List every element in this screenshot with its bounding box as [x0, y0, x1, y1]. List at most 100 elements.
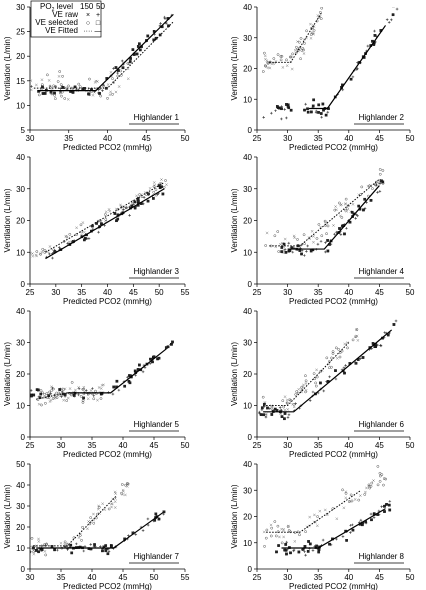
point-50-selected — [285, 552, 288, 556]
point-50-selected — [171, 340, 174, 344]
y-tick-label: 40 — [16, 481, 25, 490]
point-50-raw — [112, 67, 115, 70]
point-150-selected — [40, 403, 43, 407]
legend: PO2 level 150 50 VE raw × + VE selected ○ □ VE Fi… — [30, 0, 105, 38]
point-150-selected — [104, 213, 107, 216]
panel-label: Highlander 4 — [359, 267, 405, 276]
fit-line-150 — [269, 12, 322, 63]
point-50-raw — [349, 523, 352, 527]
x-tick-label: 30 — [283, 134, 292, 143]
legend-symbol-50: — — [95, 28, 102, 35]
point-50-selected — [154, 512, 158, 516]
point-150-selected — [273, 520, 277, 523]
point-150-selected — [99, 87, 102, 90]
point-50-raw — [355, 68, 359, 71]
x-tick-label: 45 — [150, 441, 159, 450]
point-50-selected — [280, 250, 284, 253]
point-150-raw — [97, 386, 101, 389]
point-150-raw — [283, 408, 287, 412]
point-50-raw — [82, 549, 86, 553]
point-150-selected — [355, 328, 359, 331]
y-tick-label: 20 — [16, 217, 25, 226]
point-150-raw — [92, 512, 95, 516]
point-150-raw — [302, 383, 305, 387]
point-50-selected — [266, 406, 269, 410]
point-50-raw — [319, 239, 323, 243]
point-150-raw — [296, 40, 299, 43]
x-tick-label: 35 — [88, 441, 97, 450]
point-150-raw — [62, 398, 66, 402]
y-tick-label: 10 — [16, 544, 25, 553]
point-150-selected — [376, 483, 380, 487]
point-50-selected — [270, 413, 274, 416]
point-150-selected — [45, 392, 49, 395]
point-150-selected — [368, 486, 371, 490]
point-150-selected — [343, 208, 347, 212]
point-150-selected — [109, 74, 113, 78]
point-150-selected — [376, 465, 380, 468]
point-50-selected — [105, 86, 108, 90]
point-50-selected — [283, 548, 287, 552]
point-50-raw — [308, 399, 312, 402]
point-150-selected — [44, 401, 47, 405]
point-50-raw — [120, 205, 123, 209]
point-150-raw — [121, 493, 125, 496]
point-150-raw — [113, 500, 117, 504]
point-150-raw — [318, 509, 322, 513]
point-150-raw — [109, 70, 113, 74]
point-50-selected — [154, 36, 158, 40]
point-50-selected — [319, 112, 323, 115]
point-150-selected — [334, 346, 338, 350]
y-axis-label: Ventilation (L/min) — [230, 484, 239, 548]
fit-line-150 — [266, 489, 362, 533]
point-50-selected — [93, 543, 96, 546]
point-150-raw — [290, 67, 294, 71]
y-tick-label: 20 — [243, 217, 252, 226]
point-150-raw — [278, 535, 281, 539]
point-50-raw — [345, 226, 348, 230]
point-150-raw — [323, 508, 327, 512]
y-tick-label: 25 — [16, 28, 25, 37]
y-tick-label: 30 — [16, 185, 25, 194]
point-150-raw — [304, 388, 308, 392]
point-50-raw — [280, 117, 283, 121]
point-150-selected — [286, 525, 290, 528]
point-50-raw — [53, 393, 57, 397]
point-150-raw — [126, 77, 130, 81]
point-150-raw — [52, 397, 56, 400]
point-50-raw — [134, 533, 138, 536]
point-150-selected — [378, 172, 382, 176]
point-150-raw — [40, 78, 44, 82]
point-150-selected — [314, 381, 317, 385]
point-150-selected — [61, 74, 64, 78]
point-50-raw — [303, 254, 306, 257]
point-150-raw — [30, 79, 33, 83]
point-150-selected — [320, 234, 324, 238]
point-50-raw — [291, 250, 295, 254]
legend-symbol-50: □ — [96, 20, 101, 27]
y-tick-label: 30 — [243, 185, 252, 194]
point-50-raw — [163, 15, 166, 19]
point-50-selected — [289, 551, 292, 555]
point-50-raw — [351, 75, 355, 79]
point-50-raw — [127, 534, 130, 538]
point-150-raw — [66, 396, 70, 400]
point-150-selected — [295, 390, 299, 393]
point-50-selected — [121, 66, 125, 70]
point-50-raw — [372, 516, 376, 519]
point-150-selected — [317, 223, 321, 226]
point-150-selected — [305, 29, 308, 33]
point-150-selected — [326, 224, 330, 228]
x-axis-label: Predicted PCO2 (mmHg) — [289, 143, 378, 152]
point-50-raw — [87, 237, 91, 240]
point-50-selected — [35, 549, 38, 552]
point-150-raw — [108, 209, 112, 213]
point-150-raw — [63, 542, 67, 546]
point-150-selected — [106, 96, 109, 100]
point-150-selected — [302, 48, 305, 52]
point-50-raw — [303, 550, 306, 554]
point-150-selected — [369, 484, 373, 488]
point-50-selected — [149, 357, 152, 361]
